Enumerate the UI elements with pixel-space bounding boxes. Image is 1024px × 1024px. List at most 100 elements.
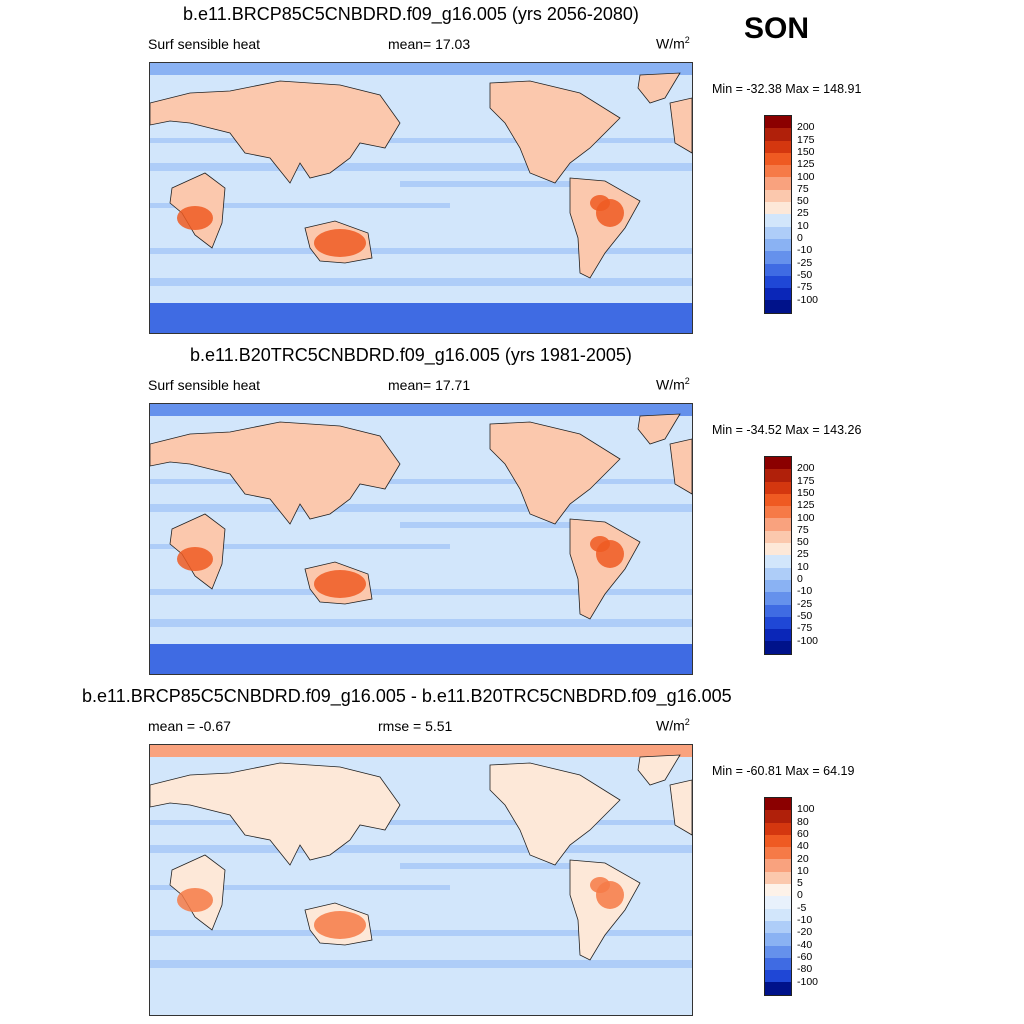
colorbar-swatch bbox=[765, 567, 791, 580]
variable-label: Surf sensible heat bbox=[148, 36, 261, 52]
colorbar-tick-label: 75 bbox=[797, 182, 809, 195]
colorbar-swatch bbox=[765, 481, 791, 494]
colorbar-swatch bbox=[765, 810, 791, 823]
map-field bbox=[150, 745, 692, 1015]
land-shape bbox=[669, 97, 692, 154]
land-shape bbox=[637, 413, 681, 445]
rmse-label: rmse = 5.51 bbox=[378, 718, 453, 734]
colorbar-swatch bbox=[765, 300, 791, 313]
min-max-label: Min = -34.52 Max = 143.26 bbox=[712, 423, 862, 437]
colorbar-tick-label: 100 bbox=[797, 803, 815, 816]
land-shape bbox=[669, 438, 692, 495]
colorbar bbox=[764, 797, 792, 996]
colorbar-swatch bbox=[765, 152, 791, 166]
colorbar-swatch bbox=[765, 543, 791, 556]
map-panel-2: b.e11.B20TRC5CNBDRD.f09_g16.005 (yrs 198… bbox=[0, 341, 1024, 681]
colorbar-swatch bbox=[765, 641, 791, 654]
colorbar-tick-label: -20 bbox=[797, 926, 813, 939]
colorbar-tick-label: 25 bbox=[797, 548, 809, 561]
colorbar-tick-label: -50 bbox=[797, 268, 813, 281]
colorbar-tick-label: -75 bbox=[797, 281, 813, 294]
season-label: SON bbox=[744, 12, 810, 45]
colorbar-tick-label: -5 bbox=[797, 901, 807, 914]
colorbar-tick-label: -10 bbox=[797, 585, 813, 598]
land-shape bbox=[569, 177, 641, 279]
colorbar-swatch bbox=[765, 834, 791, 848]
colorbar-swatch bbox=[765, 177, 791, 190]
min-max-label: Min = -60.81 Max = 64.19 bbox=[712, 764, 855, 778]
colorbar-swatch bbox=[765, 616, 791, 630]
colorbar-swatch bbox=[765, 896, 791, 909]
units-label: W/m2 bbox=[656, 376, 690, 393]
panel-title: b.e11.BRCP85C5CNBDRD.f09_g16.005 (yrs 20… bbox=[183, 4, 639, 24]
colorbar-tick-label: 80 bbox=[797, 815, 809, 828]
colorbar-tick-label: 0 bbox=[797, 232, 803, 244]
panel-title: b.e11.B20TRC5CNBDRD.f09_g16.005 (yrs 198… bbox=[190, 345, 632, 365]
mean-label: mean= 17.03 bbox=[388, 36, 471, 52]
colorbar-swatch bbox=[765, 822, 791, 835]
colorbar-tick-label: 75 bbox=[797, 523, 809, 536]
land-shape bbox=[150, 421, 401, 525]
colorbar-tick-label: 125 bbox=[797, 499, 815, 512]
land-shape bbox=[150, 985, 692, 1015]
colorbar-swatch bbox=[765, 202, 791, 215]
panel-title: b.e11.BRCP85C5CNBDRD.f09_g16.005 - b.e11… bbox=[82, 686, 732, 706]
colorbar-tick-label: 40 bbox=[797, 840, 809, 853]
colorbar-tick-label: -10 bbox=[797, 914, 813, 926]
colorbar-tick-label: 200 bbox=[797, 121, 815, 134]
colorbar-tick-label: 10 bbox=[797, 219, 809, 232]
colorbar-swatch bbox=[765, 189, 791, 203]
colorbar-swatch bbox=[765, 945, 791, 958]
colorbar-swatch bbox=[765, 128, 791, 141]
colorbar-swatch bbox=[765, 982, 791, 995]
colorbar-swatch bbox=[765, 859, 791, 872]
colorbar-tick-label: 50 bbox=[797, 195, 809, 208]
colorbar-swatch bbox=[765, 238, 791, 252]
colorbar-swatch bbox=[765, 908, 791, 921]
mean-label: mean = -0.67 bbox=[148, 718, 231, 734]
colorbar-swatch bbox=[765, 604, 791, 617]
colorbar-swatch bbox=[765, 592, 791, 605]
colorbar-swatch bbox=[765, 288, 791, 301]
land-shape bbox=[150, 644, 692, 674]
colorbar-tick-label: -80 bbox=[797, 963, 813, 976]
colorbar-swatch bbox=[765, 847, 791, 860]
colorbar-tick-label: 150 bbox=[797, 486, 815, 499]
colorbar-tick-label: 100 bbox=[797, 511, 815, 524]
colorbar bbox=[764, 115, 792, 314]
colorbar-swatch bbox=[765, 263, 791, 276]
land-shape bbox=[569, 518, 641, 620]
colorbar-tick-label: -100 bbox=[797, 975, 819, 988]
colorbar-swatch bbox=[765, 165, 791, 178]
colorbar-swatch bbox=[765, 214, 791, 227]
colorbar-tick-label: -100 bbox=[797, 293, 819, 306]
colorbar-tick-label: 200 bbox=[797, 462, 815, 475]
colorbar-swatch bbox=[765, 457, 791, 470]
variable-label: Surf sensible heat bbox=[148, 377, 261, 393]
colorbar-tick-label: -50 bbox=[797, 609, 813, 622]
colorbar-tick-label: -60 bbox=[797, 950, 813, 963]
colorbar-swatch bbox=[765, 530, 791, 544]
colorbar-tick-label: 25 bbox=[797, 207, 809, 220]
units-label: W/m2 bbox=[656, 717, 690, 734]
colorbar-tick-label: 10 bbox=[797, 864, 809, 877]
land-shape bbox=[150, 762, 401, 866]
colorbar-swatch bbox=[765, 555, 791, 568]
units-label: W/m2 bbox=[656, 35, 690, 52]
colorbar-tick-label: 60 bbox=[797, 827, 809, 840]
colorbar-tick-label: -25 bbox=[797, 597, 813, 610]
colorbar-tick-label: -100 bbox=[797, 634, 819, 647]
colorbar-tick-label: 175 bbox=[797, 133, 815, 146]
colorbar bbox=[764, 456, 792, 655]
world-map bbox=[149, 403, 693, 675]
land-shape bbox=[489, 421, 621, 525]
colorbar-swatch bbox=[765, 884, 791, 897]
land-shape bbox=[637, 754, 681, 786]
colorbar-tick-label: 0 bbox=[797, 889, 803, 902]
colorbar-swatch bbox=[765, 506, 791, 519]
map-field bbox=[150, 63, 692, 333]
colorbar-swatch bbox=[765, 920, 791, 934]
colorbar-swatch bbox=[765, 798, 791, 811]
colorbar-swatch bbox=[765, 251, 791, 264]
map-panel-3: b.e11.BRCP85C5CNBDRD.f09_g16.005 - b.e11… bbox=[0, 682, 1024, 1022]
